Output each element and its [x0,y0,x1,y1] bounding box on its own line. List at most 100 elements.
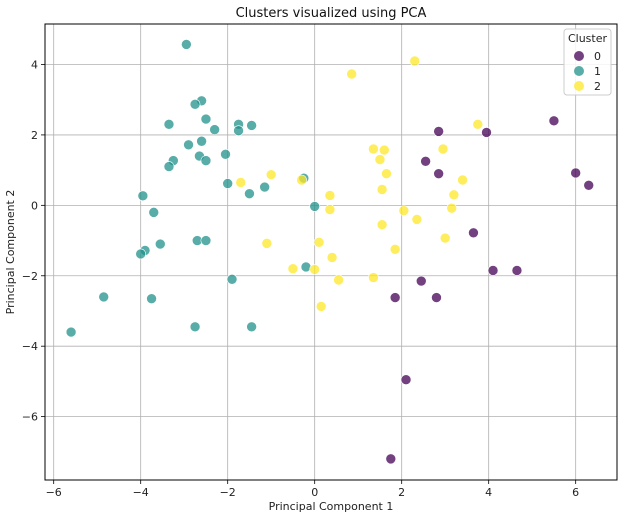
scatter-point-cluster-2 [313,237,325,248]
scatter-point-cluster-1 [233,125,244,136]
scatter-point-cluster-1 [244,188,255,200]
scatter-point-cluster-2 [376,184,388,195]
y-tick-label: −4 [22,340,38,353]
scatter-point-cluster-2 [333,274,344,286]
scatter-point-cluster-2 [315,301,327,312]
scatter-point-cluster-1 [222,178,233,189]
scatter-point-cluster-1 [137,190,149,202]
scatter-point-cluster-2 [446,202,458,214]
scatter-point-cluster-1 [259,181,270,193]
y-tick-label: −6 [22,411,38,424]
scatter-point-cluster-2 [324,204,336,215]
scatter-point-cluster-0 [420,156,431,167]
legend-label-0: 0 [594,50,601,63]
scatter-point-cluster-2 [296,174,307,186]
grid-lines [45,24,617,480]
scatter-point-cluster-0 [511,265,523,276]
x-tick-label: 2 [398,486,405,499]
scatter-point-cluster-0 [389,292,401,303]
scatter-point-cluster-0 [481,127,492,138]
scatter-point-cluster-2 [265,169,277,181]
data-points [65,39,595,465]
axis-ticks: −6 −4 −2 0 2 4 6 −6 −4 −2 0 2 4 [22,58,579,499]
x-tick-label: −6 [46,486,62,499]
scatter-point-cluster-0 [570,167,581,179]
scatter-point-cluster-1 [98,291,110,303]
scatter-point-cluster-1 [246,120,257,131]
scatter-point-cluster-0 [431,292,442,303]
scatter-point-cluster-1 [146,293,157,304]
scatter-point-cluster-2 [324,190,336,201]
scatter-point-cluster-1 [220,148,231,160]
legend-items: 0 1 2 [574,50,601,93]
chart-title: Clusters visualized using PCA [236,6,427,21]
scatter-point-cluster-2 [381,168,392,179]
scatter-point-cluster-0 [433,168,444,179]
x-tick-label: 6 [572,486,579,499]
legend-marker-1 [574,66,584,76]
scatter-point-cluster-1 [154,238,166,250]
scatter-point-cluster-1 [200,113,212,125]
scatter-point-cluster-2 [326,252,338,263]
legend-label-1: 1 [594,65,601,78]
scatter-point-cluster-1 [246,321,257,333]
scatter-point-cluster-2 [368,143,379,155]
scatter-point-cluster-1 [181,39,192,50]
scatter-point-cluster-0 [433,126,444,137]
scatter-point-cluster-2 [398,205,410,216]
x-tick-label: −2 [220,486,236,499]
scatter-point-cluster-2 [368,272,379,283]
scatter-point-cluster-1 [196,135,207,147]
scatter-point-cluster-1 [300,261,312,273]
y-tick-label: 4 [31,58,38,71]
legend-marker-2 [574,81,584,91]
y-tick-label: 0 [31,199,38,212]
plot-frame [44,23,618,481]
scatter-point-cluster-2 [235,177,247,188]
y-tick-label: 2 [31,129,38,142]
scatter-point-cluster-1 [189,321,201,333]
x-tick-label: 4 [485,486,492,499]
scatter-point-cluster-0 [400,374,412,385]
scatter-point-cluster-2 [409,55,421,67]
scatter-point-cluster-2 [346,68,357,80]
scatter-point-cluster-1 [163,119,175,130]
scatter-point-cluster-1 [200,155,212,166]
scatter-point-cluster-2 [437,143,449,155]
y-axis-label: Principal Component 2 [4,190,17,315]
scatter-point-cluster-1 [209,124,220,135]
scatter-point-cluster-1 [183,139,194,151]
scatter-point-cluster-1 [200,235,212,246]
scatter-point-cluster-2 [411,214,423,225]
scatter-point-cluster-2 [261,238,273,249]
scatter-point-cluster-2 [389,244,401,255]
scatter-point-cluster-1 [163,161,175,172]
scatter-point-cluster-1 [309,201,320,212]
scatter-point-cluster-2 [472,119,484,130]
scatter-point-cluster-0 [487,265,499,276]
legend-label-2: 2 [594,80,601,93]
scatter-point-cluster-2 [439,232,451,244]
scatter-point-cluster-0 [415,275,427,287]
scatter-point-cluster-2 [374,154,386,165]
x-tick-label: −4 [133,486,149,499]
scatter-point-cluster-1 [65,326,77,338]
scatter-point-cluster-2 [309,264,320,275]
x-tick-label: 0 [311,486,318,499]
legend-box [563,28,612,96]
scatter-point-cluster-0 [385,453,397,465]
scatter-point-cluster-2 [287,263,299,275]
scatter-point-cluster-1 [135,248,146,260]
scatter-point-cluster-0 [468,227,479,239]
scatter-point-cluster-0 [583,179,595,191]
scatter-point-cluster-1 [189,98,201,110]
scatter-point-cluster-2 [448,189,460,201]
scatter-point-cluster-2 [376,219,388,231]
legend-marker-0 [574,51,584,61]
x-axis-label: Principal Component 1 [269,500,394,513]
legend: Cluster 0 1 2 [563,28,612,96]
scatter-point-cluster-2 [457,174,468,186]
scatter-point-cluster-1 [226,273,238,285]
